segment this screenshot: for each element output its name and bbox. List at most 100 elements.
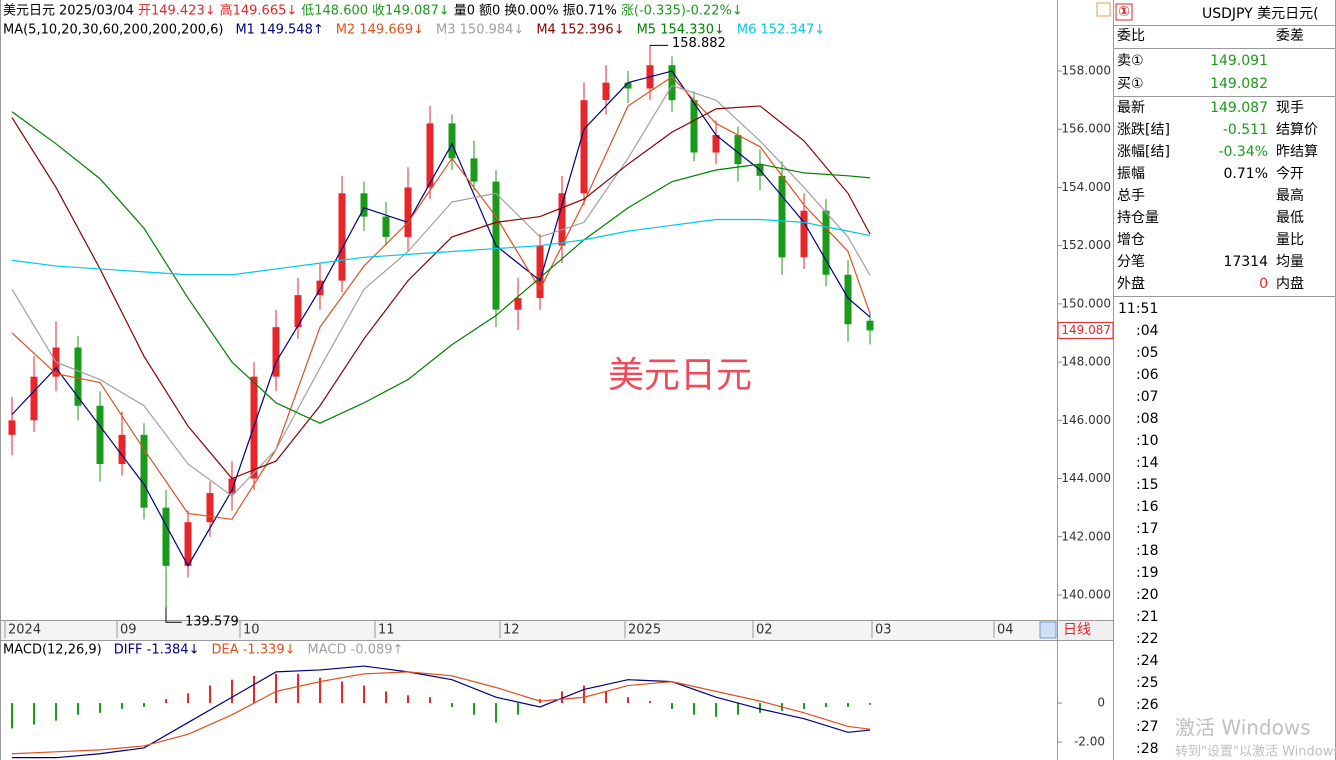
legend-entry: DIFF -1.384↓: [114, 643, 200, 658]
quote-label: 持仓量: [1117, 210, 1159, 226]
candle-body: [272, 327, 280, 377]
tick-time: :24: [1136, 653, 1159, 669]
quote-label: 分笔: [1117, 254, 1145, 270]
tick-time: :19: [1136, 565, 1159, 581]
candle-body: [448, 123, 456, 159]
legend-entry: DEA -1.339↓: [211, 643, 295, 658]
macd-line: [12, 665, 871, 759]
quote-label: 总手: [1117, 188, 1145, 204]
low-annotation: 139.579: [185, 615, 239, 630]
panel-toggle[interactable]: [1096, 2, 1111, 17]
period-button[interactable]: 日线: [1063, 622, 1091, 638]
x-tick-label: 02: [756, 623, 773, 638]
candle-body: [734, 135, 742, 165]
tick-time: :27: [1136, 719, 1159, 735]
candle-body: [74, 347, 82, 406]
candle-body: [514, 298, 522, 310]
quote-value: 0.71%: [1224, 166, 1268, 182]
header-item: 2025/03/04: [59, 4, 134, 19]
quote-label: 卖①: [1117, 53, 1144, 69]
candle-body: [602, 82, 610, 101]
y-tick-label: 148.000: [1061, 355, 1111, 369]
header-item: 低148.600: [301, 4, 368, 19]
legend-entry: M6 152.347↓: [737, 23, 825, 38]
header-item: 高149.665↓: [220, 3, 298, 19]
candle-body: [558, 193, 566, 246]
candle-body: [228, 478, 236, 494]
candle-body: [624, 82, 632, 89]
candle-body: [800, 210, 808, 258]
candle-body: [360, 193, 368, 217]
candle-body: [382, 216, 390, 237]
tick-time: :22: [1136, 631, 1159, 647]
y-tick-label: 146.000: [1061, 413, 1111, 427]
candle-body: [712, 135, 720, 153]
quote-label: 最新: [1117, 100, 1145, 116]
legend-entry: M5 154.330↓: [637, 23, 725, 38]
y-tick-label: 142.000: [1061, 529, 1111, 543]
quote-label: 振幅: [1117, 166, 1145, 182]
quote-value: 149.082: [1210, 76, 1268, 92]
tick-time: :15: [1136, 477, 1159, 493]
quote-right-label: 委差: [1276, 28, 1304, 44]
quote-right-label: 最低: [1276, 210, 1304, 226]
quote-right-label: 现手: [1276, 100, 1304, 116]
date-axis-strip: [0, 620, 1057, 640]
os-watermark-hint: 转到"设置"以激活 Windows: [1175, 745, 1336, 760]
quote-right-label: 昨结算: [1276, 144, 1318, 160]
y-tick-label: 140.000: [1061, 587, 1111, 601]
candle-body: [844, 274, 852, 325]
tick-time: :04: [1136, 323, 1159, 339]
x-tick-label: 10: [243, 623, 260, 638]
legend-entry: MACD -0.089↑: [308, 643, 404, 658]
candle-body: [206, 493, 214, 523]
tick-time: 11:51: [1118, 301, 1158, 317]
candle-body: [96, 405, 104, 464]
candle-body: [426, 123, 434, 188]
candle-body: [690, 100, 698, 153]
candle-body: [822, 210, 830, 275]
y-tick-label: 154.000: [1061, 180, 1111, 194]
ma-line: [11, 84, 871, 497]
quote-label: 涨跌[结]: [1117, 122, 1170, 138]
macd-line: [11, 671, 871, 755]
x-tick-label: 12: [503, 623, 520, 638]
x-tick-label: 03: [875, 623, 892, 638]
tick-time: :18: [1136, 543, 1159, 559]
y-tick-label: 158.000: [1061, 64, 1111, 78]
period-button-bg[interactable]: [1058, 620, 1113, 640]
quote-value: 0: [1259, 276, 1268, 292]
tick-time: :05: [1136, 345, 1159, 361]
y-tick-label: 150.000: [1061, 296, 1111, 310]
header-item: 振0.71%: [563, 4, 617, 19]
ma-line: [11, 76, 871, 520]
quote-right-label: 内盘: [1276, 275, 1304, 292]
quote-label: 买①: [1117, 76, 1144, 92]
x-tick-label: 11: [378, 623, 395, 638]
candle-body: [294, 295, 302, 328]
watermark: 美元日元: [608, 355, 752, 396]
quote-label: 委比: [1117, 28, 1145, 44]
tick-time: :26: [1136, 697, 1159, 713]
quote-value: 149.087: [1210, 100, 1268, 116]
quote-value: 17314: [1223, 254, 1268, 270]
header-item: 收149.087↓: [372, 4, 450, 19]
candle-body: [470, 158, 478, 182]
legend-entry: M3 150.984↓: [436, 23, 524, 38]
header-item: 美元日元: [3, 4, 55, 19]
candle-body: [118, 434, 126, 464]
candle-body: [30, 376, 38, 421]
quote-label: 外盘: [1117, 275, 1145, 292]
header-item: 换0.00%: [504, 4, 558, 19]
y-tick-label: 0: [1097, 696, 1105, 710]
quote-title: USDJPY 美元日元(: [1202, 6, 1319, 22]
candle-body: [866, 320, 874, 331]
scroll-button[interactable]: [1039, 621, 1057, 639]
quote-icon-box: [1115, 3, 1133, 21]
y-tick-label: 156.000: [1061, 122, 1111, 136]
ma-line: [11, 111, 871, 424]
y-tick-label: 152.000: [1061, 238, 1111, 252]
tick-time: :06: [1136, 367, 1159, 383]
tick-time: :14: [1136, 455, 1159, 471]
